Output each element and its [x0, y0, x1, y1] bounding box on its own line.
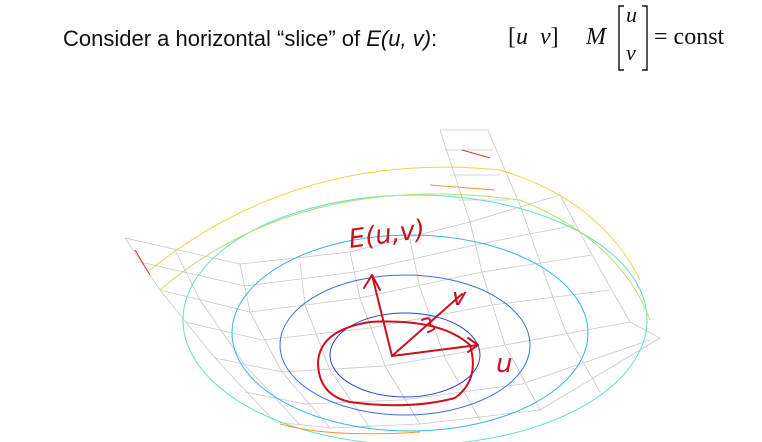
v-axis-label: v [452, 283, 467, 311]
column-u: u [626, 2, 637, 27]
angle-mark [421, 317, 436, 333]
contour-5 [159, 193, 651, 321]
title-suffix: : [431, 26, 438, 51]
contour-6 [149, 166, 641, 281]
v-axis-arrow [391, 293, 463, 357]
red-ink-annotations [317, 274, 479, 407]
row-bracket-open: [ [508, 24, 516, 50]
contour-7a [429, 184, 496, 191]
row-bracket-close: ] [550, 24, 559, 50]
contour-8a [134, 249, 151, 276]
equation-rhs: = const [654, 24, 725, 50]
u-axis-arrow [391, 344, 479, 357]
slide-title: Consider a horizontal “slice” of E(u, v)… [63, 26, 437, 52]
surface-mesh [124, 129, 661, 429]
column-vector: u v [616, 2, 650, 72]
contour-2 [279, 274, 531, 416]
row-u: u [516, 24, 528, 50]
matrix-symbol: M [586, 24, 606, 50]
row-vector: [u v] [508, 24, 559, 51]
quadratic-form-equation: [u v] M u v = const [508, 0, 758, 80]
title-prefix: Consider a horizontal “slice” of [63, 26, 367, 51]
contour-4 [182, 194, 648, 442]
contour-3 [231, 234, 589, 432]
contour-1 [329, 312, 481, 398]
title-function: E(u, v) [366, 26, 432, 51]
highlighted-level-curve [317, 320, 474, 407]
e-axis-arrow [371, 274, 393, 357]
column-brackets [618, 5, 648, 71]
e-axis-arrowhead [363, 274, 381, 291]
u-axis-label: u [496, 349, 512, 379]
contour-8b [461, 149, 491, 159]
column-v: v [626, 40, 636, 65]
error-surface-figure: E(u,v) v u [124, 129, 661, 442]
contour-bottom [279, 423, 421, 435]
row-v: v [540, 24, 551, 50]
handwritten-labels: E(u,v) v u [347, 215, 513, 379]
u-axis-arrowhead [467, 337, 479, 353]
level-set-contours [134, 149, 651, 442]
surface-function-label: E(u,v) [347, 215, 427, 255]
